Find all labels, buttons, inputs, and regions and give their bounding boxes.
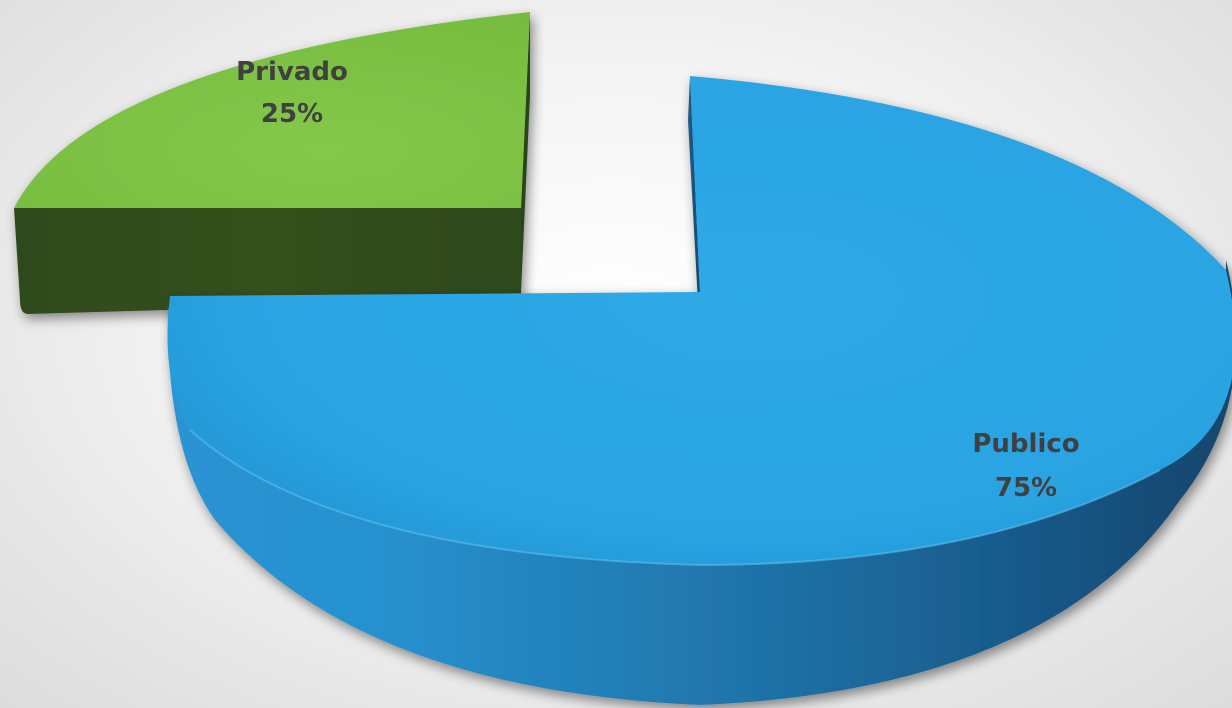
pie-slice-privado (14, 12, 530, 314)
data-label-publico-value: 75% (995, 473, 1057, 503)
pie-slice-publico-side (167, 260, 1232, 705)
pie-slice-privado-side (14, 208, 521, 314)
data-label-privado: Privado 25% (236, 57, 348, 129)
pie-slice-publico-top (167, 76, 1232, 565)
pie-slice-privado-cut (521, 12, 530, 292)
pie-slice-publico-rim (189, 429, 1161, 567)
data-label-publico: Publico 75% (972, 429, 1079, 503)
pie-slice-publico (167, 76, 1232, 705)
pie-slice-privado-top (14, 12, 530, 208)
data-label-privado-value: 25% (261, 99, 323, 129)
data-label-publico-name: Publico (972, 429, 1079, 459)
pie-slice-publico-cut (688, 76, 700, 340)
data-label-privado-name: Privado (236, 57, 348, 87)
